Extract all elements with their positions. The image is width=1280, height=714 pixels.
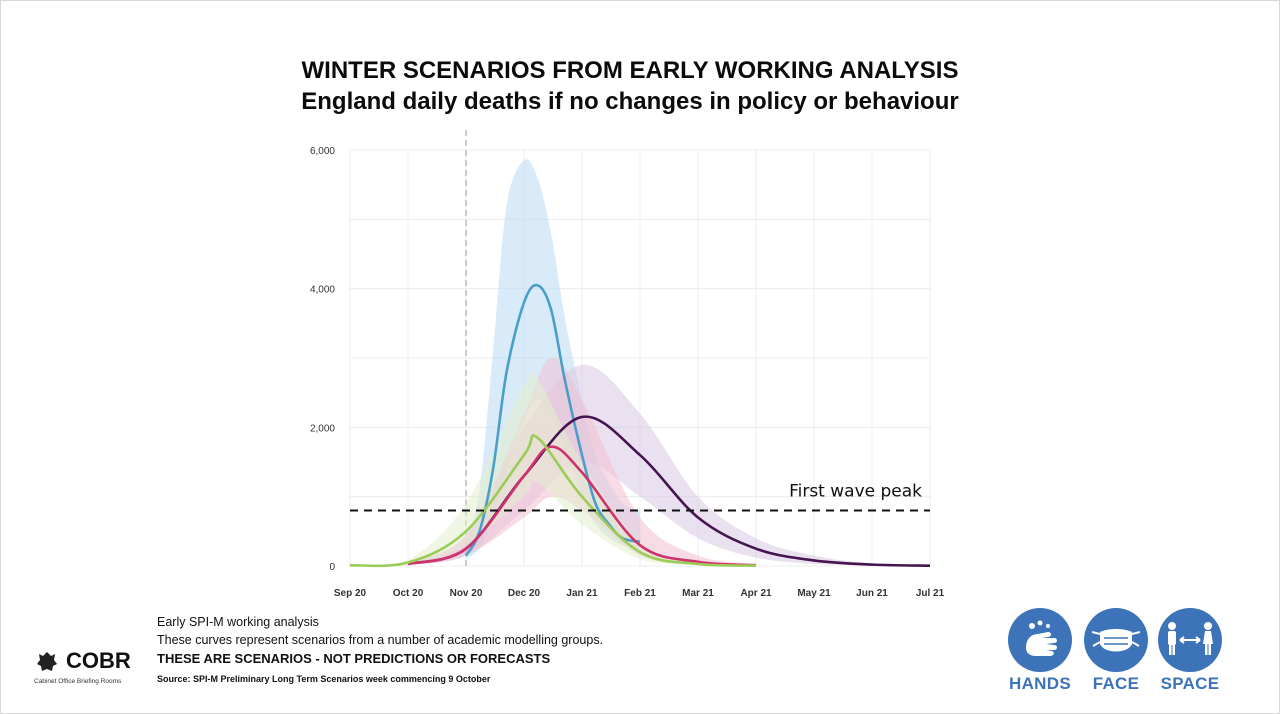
space-badge: SPACE bbox=[1158, 608, 1222, 694]
note-scenarios: THESE ARE SCENARIOS - NOT PREDICTIONS OR… bbox=[157, 651, 551, 666]
y-tick-label: 6,000 bbox=[310, 146, 335, 157]
x-tick-label: Feb 21 bbox=[624, 588, 656, 599]
face-mask-icon bbox=[1084, 608, 1148, 672]
x-tick-label: Apr 21 bbox=[740, 588, 772, 599]
x-tick-label: May 21 bbox=[797, 588, 831, 599]
chart-subtitle: England daily deaths if no changes in po… bbox=[301, 88, 959, 115]
hands-label: HANDS bbox=[1009, 674, 1071, 693]
x-tick-label: Mar 21 bbox=[682, 588, 714, 599]
scenario-line bbox=[349, 434, 757, 568]
space-label: SPACE bbox=[1160, 674, 1220, 693]
logo-word: COBR bbox=[66, 648, 131, 673]
source-note: Source: SPI-M Preliminary Long Term Scen… bbox=[157, 674, 491, 684]
note-working-analysis: Early SPI-M working analysis bbox=[157, 615, 319, 629]
x-tick-label: Dec 20 bbox=[508, 588, 541, 599]
x-tick-label: Sep 20 bbox=[334, 588, 367, 599]
y-tick-label: 0 bbox=[329, 562, 335, 573]
first-wave-peak-label: First wave peak bbox=[789, 482, 922, 502]
y-tick-label: 2,000 bbox=[310, 423, 335, 434]
chart-title: WINTER SCENARIOS FROM EARLY WORKING ANAL… bbox=[301, 57, 959, 84]
logo-subtitle: Cabinet Office Briefing Rooms bbox=[34, 678, 122, 685]
x-tick-label: Jan 21 bbox=[566, 588, 598, 599]
y-tick-label: 4,000 bbox=[310, 285, 335, 296]
x-tick-label: Nov 20 bbox=[450, 588, 483, 599]
x-tick-label: Oct 20 bbox=[393, 588, 424, 599]
face-badge: FACE bbox=[1084, 608, 1148, 694]
face-label: FACE bbox=[1092, 674, 1140, 693]
note-curves: These curves represent scenarios from a … bbox=[157, 633, 604, 647]
x-tick-label: Jul 21 bbox=[916, 588, 945, 599]
distance-icon bbox=[1158, 608, 1222, 672]
uncertainty-band bbox=[350, 369, 756, 567]
x-tick-label: Jun 21 bbox=[856, 588, 888, 599]
scenario-line bbox=[407, 445, 757, 567]
hands-icon bbox=[1008, 608, 1072, 672]
crest-icon bbox=[37, 652, 57, 671]
hands-badge: HANDS bbox=[1008, 608, 1072, 694]
